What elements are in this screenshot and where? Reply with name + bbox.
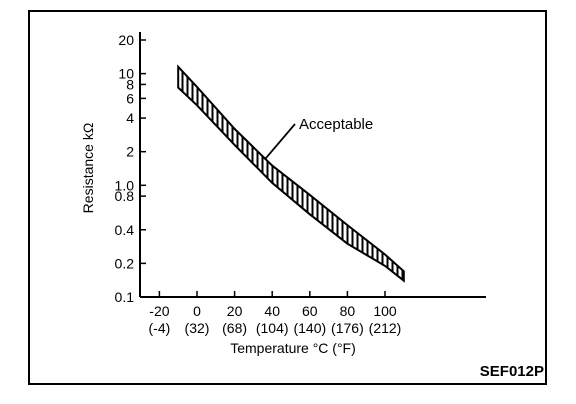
- x-tick-sublabel: (104): [256, 320, 289, 336]
- x-tick-sublabel: (32): [185, 320, 210, 336]
- y-tick-label: 0.2: [115, 255, 135, 271]
- acceptable-band: [177, 64, 405, 283]
- y-tick-label: 2: [126, 144, 134, 160]
- x-axis-title: Temperature °C (°F): [230, 340, 356, 356]
- x-tick-sublabel: (-4): [149, 320, 171, 336]
- y-tick-label: 6: [126, 90, 134, 106]
- y-tick-label: 10: [118, 66, 134, 82]
- x-tick-label: 60: [302, 303, 318, 319]
- y-tick-label: 0.8: [115, 188, 135, 204]
- y-tick-label: 20: [118, 32, 134, 48]
- annotation-acceptable: Acceptable: [299, 116, 373, 133]
- x-tick-label: 80: [340, 303, 356, 319]
- x-tick-sublabel: (140): [293, 320, 326, 336]
- x-tick-sublabel: (212): [369, 320, 402, 336]
- x-tick-label: 20: [227, 303, 243, 319]
- y-tick-label: 4: [126, 110, 134, 126]
- annotation-leader: [263, 123, 296, 161]
- y-tick-label: 0.1: [115, 289, 135, 305]
- figure-code: SEF012P: [480, 363, 544, 380]
- x-tick-label: 100: [373, 303, 397, 319]
- x-tick-label: 0: [193, 303, 201, 319]
- y-tick-label: 8: [126, 76, 134, 92]
- x-tick-label: 40: [264, 303, 280, 319]
- y-tick-label: 0.4: [115, 222, 135, 238]
- x-tick-sublabel: (176): [331, 320, 364, 336]
- x-tick-label: -20: [149, 303, 169, 319]
- figure-frame: [28, 10, 547, 385]
- y-axis-title: Resistance kΩ: [80, 123, 96, 214]
- y-tick-label: 1.0: [115, 177, 135, 193]
- x-tick-sublabel: (68): [222, 320, 247, 336]
